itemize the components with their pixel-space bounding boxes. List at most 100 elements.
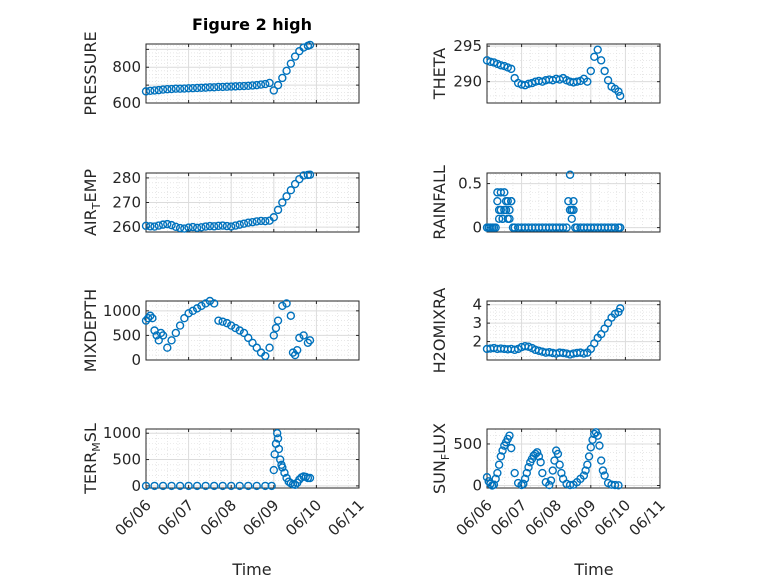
data-point <box>192 304 202 313</box>
data-point <box>175 223 185 233</box>
data-point <box>503 196 512 206</box>
data-point <box>218 221 227 230</box>
data-point <box>175 321 185 330</box>
data-point <box>222 318 232 328</box>
x-tick-label: 06/07 <box>487 496 530 539</box>
panel-rainfall: 0 0.5 RAINFALL <box>430 165 661 240</box>
x-axis-label-left: Time <box>231 560 271 579</box>
data-point <box>273 429 282 438</box>
y-tick-label: 0 <box>131 351 141 369</box>
data-point <box>269 86 278 95</box>
data-point <box>156 328 166 338</box>
data-point <box>278 73 287 83</box>
data-point <box>273 434 283 443</box>
data-point <box>500 188 509 197</box>
data-point <box>603 76 613 85</box>
data-point <box>295 333 304 343</box>
data-point <box>235 81 244 91</box>
data-point <box>150 222 159 231</box>
y-tick-label: 0 <box>131 477 141 495</box>
data-point <box>154 336 163 345</box>
data-point <box>231 221 240 230</box>
data-point <box>269 331 278 340</box>
x-tick-label: 06/07 <box>154 496 197 539</box>
data-point <box>482 472 492 482</box>
data-point <box>184 84 193 93</box>
data-point <box>616 304 625 313</box>
data-point <box>567 214 576 223</box>
data-point <box>214 316 223 325</box>
data-point <box>524 463 533 472</box>
data-point <box>146 222 155 231</box>
data-point <box>167 336 176 345</box>
data-point <box>572 77 582 86</box>
panel-h2omixra: 234 H2OMIXRA <box>430 288 661 373</box>
data-point <box>261 351 270 361</box>
figure-title: Figure 2 high <box>192 15 312 34</box>
data-point <box>171 84 181 93</box>
data-point <box>188 222 198 232</box>
data-point <box>493 468 502 478</box>
data-point <box>565 170 575 179</box>
data-point <box>239 328 249 338</box>
data-point <box>494 214 504 223</box>
data-point <box>205 296 215 306</box>
panel-sun_flux: 0 500SUNFLUX06/0606/0706/0806/0906/1006/1… <box>430 423 669 539</box>
data-point <box>555 460 564 469</box>
data-point <box>209 299 219 308</box>
data-point <box>565 480 575 490</box>
data-point <box>558 223 568 232</box>
y-tick-label: 0 <box>472 219 482 237</box>
data-point <box>534 452 544 461</box>
data-point <box>569 205 578 215</box>
data-point <box>256 216 266 226</box>
data-point <box>188 83 198 93</box>
data-point <box>269 465 278 475</box>
y-axis-label: TERRMSL <box>81 423 103 495</box>
data-point <box>192 223 202 233</box>
data-point <box>532 448 542 457</box>
data-point <box>226 222 236 231</box>
data-point <box>175 481 185 491</box>
data-point <box>507 196 516 206</box>
data-point <box>171 222 181 232</box>
data-point <box>595 441 604 450</box>
data-point <box>205 83 215 92</box>
y-tick-label: 290 <box>453 73 482 91</box>
data-point <box>171 328 181 338</box>
data-point <box>271 323 281 333</box>
data-point <box>491 223 500 232</box>
y-axis-label: PRESSURE <box>81 31 100 115</box>
data-point <box>192 83 202 93</box>
data-point <box>519 479 528 489</box>
data-point <box>235 481 244 491</box>
data-point <box>248 338 257 347</box>
data-point <box>167 84 176 94</box>
data-point <box>586 66 595 76</box>
axes-box <box>145 428 360 489</box>
data-point <box>550 456 559 465</box>
data-point <box>265 78 274 88</box>
data-point <box>158 331 168 340</box>
data-point <box>284 477 293 486</box>
y-tick-label: 4 <box>472 296 482 314</box>
data-point <box>553 449 563 459</box>
data-point <box>596 56 606 65</box>
data-point <box>616 91 625 101</box>
data-point <box>590 52 599 61</box>
data-point <box>256 80 266 89</box>
data-point <box>598 466 608 475</box>
y-tick-label: 260 <box>112 218 141 236</box>
data-point <box>610 480 620 490</box>
data-point <box>252 217 261 226</box>
data-point <box>163 343 172 352</box>
data-point <box>569 196 578 206</box>
data-point <box>239 219 249 228</box>
panel-air_temp: 260 270 280 AIRTEMP <box>81 169 360 236</box>
data-point <box>146 86 155 96</box>
x-tick-label: 06/08 <box>197 496 240 539</box>
data-point <box>273 80 283 90</box>
data-point <box>222 82 232 91</box>
data-point <box>218 82 227 92</box>
data-point <box>548 466 557 475</box>
